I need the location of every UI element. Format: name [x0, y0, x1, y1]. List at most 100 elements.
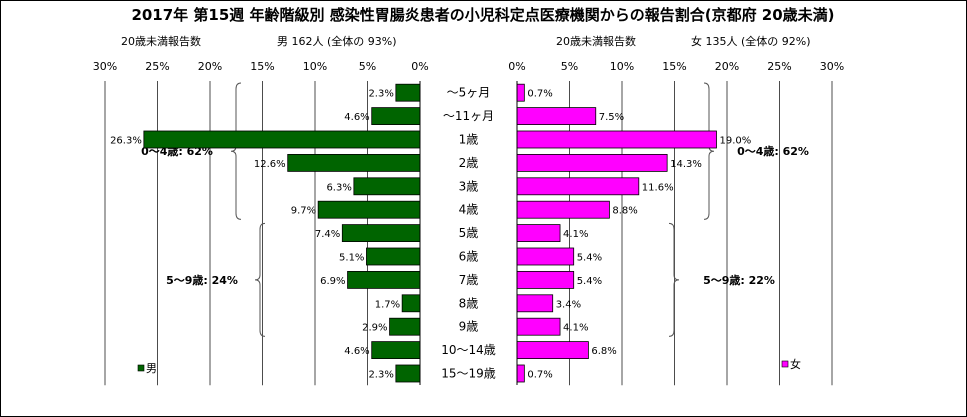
male-data-label: 26.3%: [110, 136, 142, 147]
male-data-label: 4.6%: [344, 346, 369, 357]
male-bar: [341, 224, 421, 243]
age-category-label: 8歳: [459, 296, 479, 310]
left-axis-ticks: 30% 25% 20% 15% 10% 5% 0%: [93, 60, 429, 73]
male-data-label: 7.4%: [315, 229, 340, 240]
male-legend-label: 男: [146, 362, 157, 375]
male-data-label: 2.9%: [362, 323, 387, 334]
chart-title: 2017年 第15週 年齢階級別 感染性胃腸炎患者の小児科定点医療機関からの報告…: [131, 6, 834, 24]
male-data-label: 6.3%: [326, 182, 351, 193]
age-category-label: 3歳: [459, 179, 479, 193]
age-category-label: 2歳: [459, 156, 479, 170]
left-tick-label: 15%: [250, 60, 274, 73]
left-tick-label: 10%: [303, 60, 327, 73]
female-legend-label: 女: [790, 357, 801, 371]
male-data-label: 2.3%: [368, 370, 393, 381]
male-group-bracket: [230, 82, 242, 220]
age-category-label: 15〜19歳: [441, 367, 496, 381]
left-header-count: 男 162人 (全体の 93%): [277, 34, 397, 48]
male-data-label: 4.6%: [344, 112, 369, 123]
female-bar: [516, 270, 575, 289]
right-tick-label: 0%: [508, 60, 525, 73]
female-data-label: 4.1%: [563, 229, 588, 240]
female-group-bracket: [703, 82, 715, 220]
male-bar: [395, 364, 421, 383]
female-data-label: 11.6%: [642, 182, 674, 193]
female-data-label: 5.4%: [577, 253, 602, 264]
left-tick-label: 25%: [145, 60, 169, 73]
female-bar: [516, 83, 525, 102]
right-header-label: 20歳未満報告数: [556, 35, 636, 48]
age-category-label: 9歳: [459, 320, 479, 334]
male-bar: [371, 107, 421, 125]
female-bar: [516, 107, 597, 125]
male-bar: [366, 247, 421, 266]
female-bar: [516, 224, 561, 243]
female-group-label: 5〜9歳: 22%: [703, 273, 775, 287]
male-data-labels: 2.3% 4.6% 26.3% 12.6% 6.3% 9.7% 7.4% 5.1% 6.9% 1.…: [110, 89, 400, 381]
male-bar: [401, 294, 421, 313]
female-data-label: 5.4%: [577, 276, 602, 287]
female-data-label: 14.3%: [670, 159, 702, 170]
male-data-label: 12.6%: [254, 159, 286, 170]
male-data-label: 9.7%: [291, 206, 316, 217]
female-bars: [516, 83, 717, 383]
male-data-label: 1.7%: [375, 299, 400, 310]
age-group-brackets: 0〜4歳: 62%5〜9歳: 24%0〜4歳: 62%5〜9歳: 22%: [141, 82, 809, 337]
left-header-label: 20歳未満報告数: [121, 35, 201, 48]
right-tick-label: 20%: [715, 60, 739, 73]
female-bar: [516, 294, 554, 313]
left-tick-label: 0%: [411, 60, 428, 73]
left-tick-label: 20%: [198, 60, 222, 73]
male-data-label: 5.1%: [339, 253, 364, 264]
male-bar: [317, 200, 421, 219]
female-bar: [516, 130, 717, 149]
female-group-bracket: [668, 222, 680, 337]
male-bar: [395, 83, 421, 102]
right-tick-label: 15%: [662, 60, 686, 73]
male-legend-swatch: [137, 364, 145, 372]
female-bar: [516, 364, 525, 383]
right-tick-label: 5%: [561, 60, 578, 73]
age-category-label: 4歳: [459, 203, 479, 217]
female-group-label: 0〜4歳: 62%: [737, 144, 809, 158]
right-tick-label: 10%: [610, 60, 634, 73]
male-bars: [143, 83, 421, 383]
female-bar: [516, 341, 589, 360]
female-data-labels: 0.7% 7.5% 19.0% 14.3% 11.6% 8.8% 4.1% 5.4% 5.4% 3…: [527, 89, 751, 381]
female-data-label: 6.8%: [591, 346, 616, 357]
left-tick-label: 5%: [359, 60, 376, 73]
left-tick-label: 30%: [93, 60, 117, 73]
female-bar: [516, 200, 610, 219]
male-data-label: 2.3%: [368, 89, 393, 100]
age-category-label: 6歳: [459, 250, 479, 264]
female-data-label: 4.1%: [563, 323, 588, 334]
male-data-label: 6.9%: [320, 276, 345, 287]
female-bar: [516, 317, 561, 336]
male-bar: [353, 177, 421, 196]
male-group-label: 5〜9歳: 24%: [166, 273, 238, 287]
male-bar: [389, 317, 421, 336]
male-bar: [143, 130, 421, 149]
female-bar: [516, 177, 640, 196]
age-category-label: 1歳: [459, 133, 479, 147]
age-category-label: 〜5ヶ月: [447, 86, 491, 100]
female-data-label: 0.7%: [527, 370, 552, 381]
right-header-count: 女 135人 (全体の 92%): [691, 34, 811, 48]
right-tick-label: 25%: [767, 60, 791, 73]
age-category-labels: 〜5ヶ月〜11ヶ月 1歳 2歳 3歳 4歳 5歳 6歳 7歳 8歳 9歳 10〜14歳 15〜19歳: [441, 86, 496, 381]
male-group-bracket: [254, 222, 266, 337]
female-data-label: 19.0%: [720, 136, 752, 147]
female-bar: [516, 153, 668, 172]
right-tick-label: 30%: [820, 60, 844, 73]
female-data-label: 3.4%: [556, 299, 581, 310]
age-category-label: 5歳: [459, 226, 479, 240]
female-data-label: 8.8%: [612, 206, 637, 217]
female-data-label: 7.5%: [599, 112, 624, 123]
male-bar: [371, 341, 421, 360]
female-legend-swatch: [781, 360, 789, 368]
male-bar: [287, 153, 421, 172]
age-category-label: 〜11ヶ月: [443, 109, 494, 123]
age-category-label: 7歳: [459, 273, 479, 287]
